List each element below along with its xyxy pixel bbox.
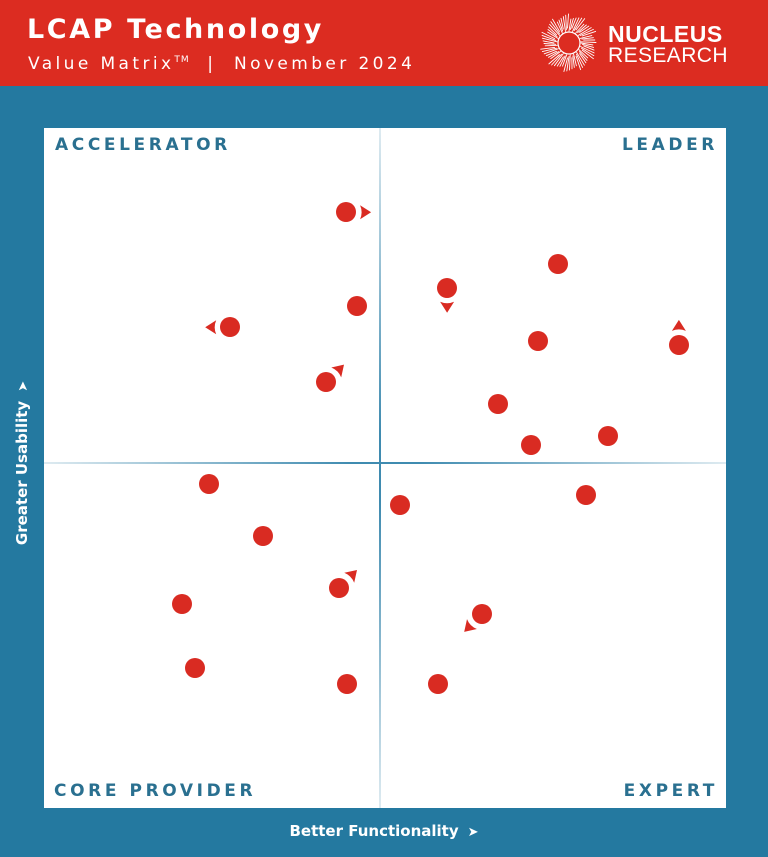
vertical-divider — [379, 128, 381, 808]
movement-arrow-icon — [331, 364, 344, 378]
vendor-dot[interactable] — [598, 426, 618, 447]
movement-arrow-icon — [205, 320, 217, 335]
horizontal-divider — [44, 462, 726, 464]
vendor-dot[interactable] — [336, 202, 357, 223]
vendor-dot[interactable] — [220, 317, 241, 338]
page-subtitle: Value MatrixTM | November 2024 — [28, 50, 415, 74]
vendor-dot[interactable] — [329, 577, 350, 598]
movement-arrows-layer — [205, 205, 686, 632]
quadrant-label-accelerator: ACCELERATOR — [55, 135, 231, 155]
vendor-dot[interactable] — [428, 674, 449, 695]
vendor-dot[interactable] — [199, 474, 220, 495]
vendor-dot[interactable] — [316, 372, 337, 393]
burst-icon — [540, 13, 597, 72]
vendor-dot[interactable] — [347, 296, 368, 317]
logo-line1: NUCLEUS — [608, 21, 723, 47]
movement-arrow-icon — [464, 619, 477, 632]
header-banner: LCAP Technology Value MatrixTM | Novembe… — [0, 0, 768, 86]
quadrant-label-core-provider: CORE PROVIDER — [54, 781, 257, 801]
vendor-dot[interactable] — [527, 330, 548, 351]
arrow-up-icon: ➤ — [16, 380, 31, 392]
logo-line2: RESEARCH — [608, 44, 728, 67]
quadrant-label-expert: EXPERT — [623, 781, 718, 801]
vendor-dot[interactable] — [471, 604, 492, 625]
vendor-dot[interactable] — [576, 485, 597, 506]
vendor-dot[interactable] — [488, 394, 509, 415]
vendor-dot[interactable] — [548, 254, 569, 274]
matrix-panel: ACCELERATOR LEADER CORE PROVIDER EXPERT — [44, 128, 726, 808]
vendor-dot[interactable] — [171, 594, 192, 614]
vendor-dot[interactable] — [668, 334, 689, 355]
y-axis-label: Greater Usability➤ — [12, 381, 34, 545]
movement-arrow-icon — [440, 301, 455, 313]
vendor-dot[interactable] — [390, 494, 410, 515]
subtitle-main: Value Matrix — [28, 54, 175, 74]
x-axis-label: Better Functionality ➤ — [0, 820, 768, 844]
movement-arrow-icon — [671, 319, 686, 331]
subtitle-date: | November 2024 — [189, 54, 416, 74]
quadrant-label-leader: LEADER — [621, 135, 718, 155]
vendor-dot[interactable] — [184, 657, 205, 678]
movement-arrow-icon — [360, 205, 372, 220]
vendor-dot[interactable] — [437, 277, 458, 298]
trademark: TM — [174, 55, 190, 65]
nucleus-research-logo: NUCLEUS RESEARCH — [538, 12, 748, 74]
page-title: LCAP Technology — [27, 14, 324, 45]
arrow-right-icon: ➤ — [467, 825, 479, 840]
movement-arrow-icon — [344, 570, 357, 583]
vendor-dot[interactable] — [520, 434, 541, 455]
vendor-dot[interactable] — [336, 674, 357, 695]
vendor-dot[interactable] — [252, 526, 273, 546]
